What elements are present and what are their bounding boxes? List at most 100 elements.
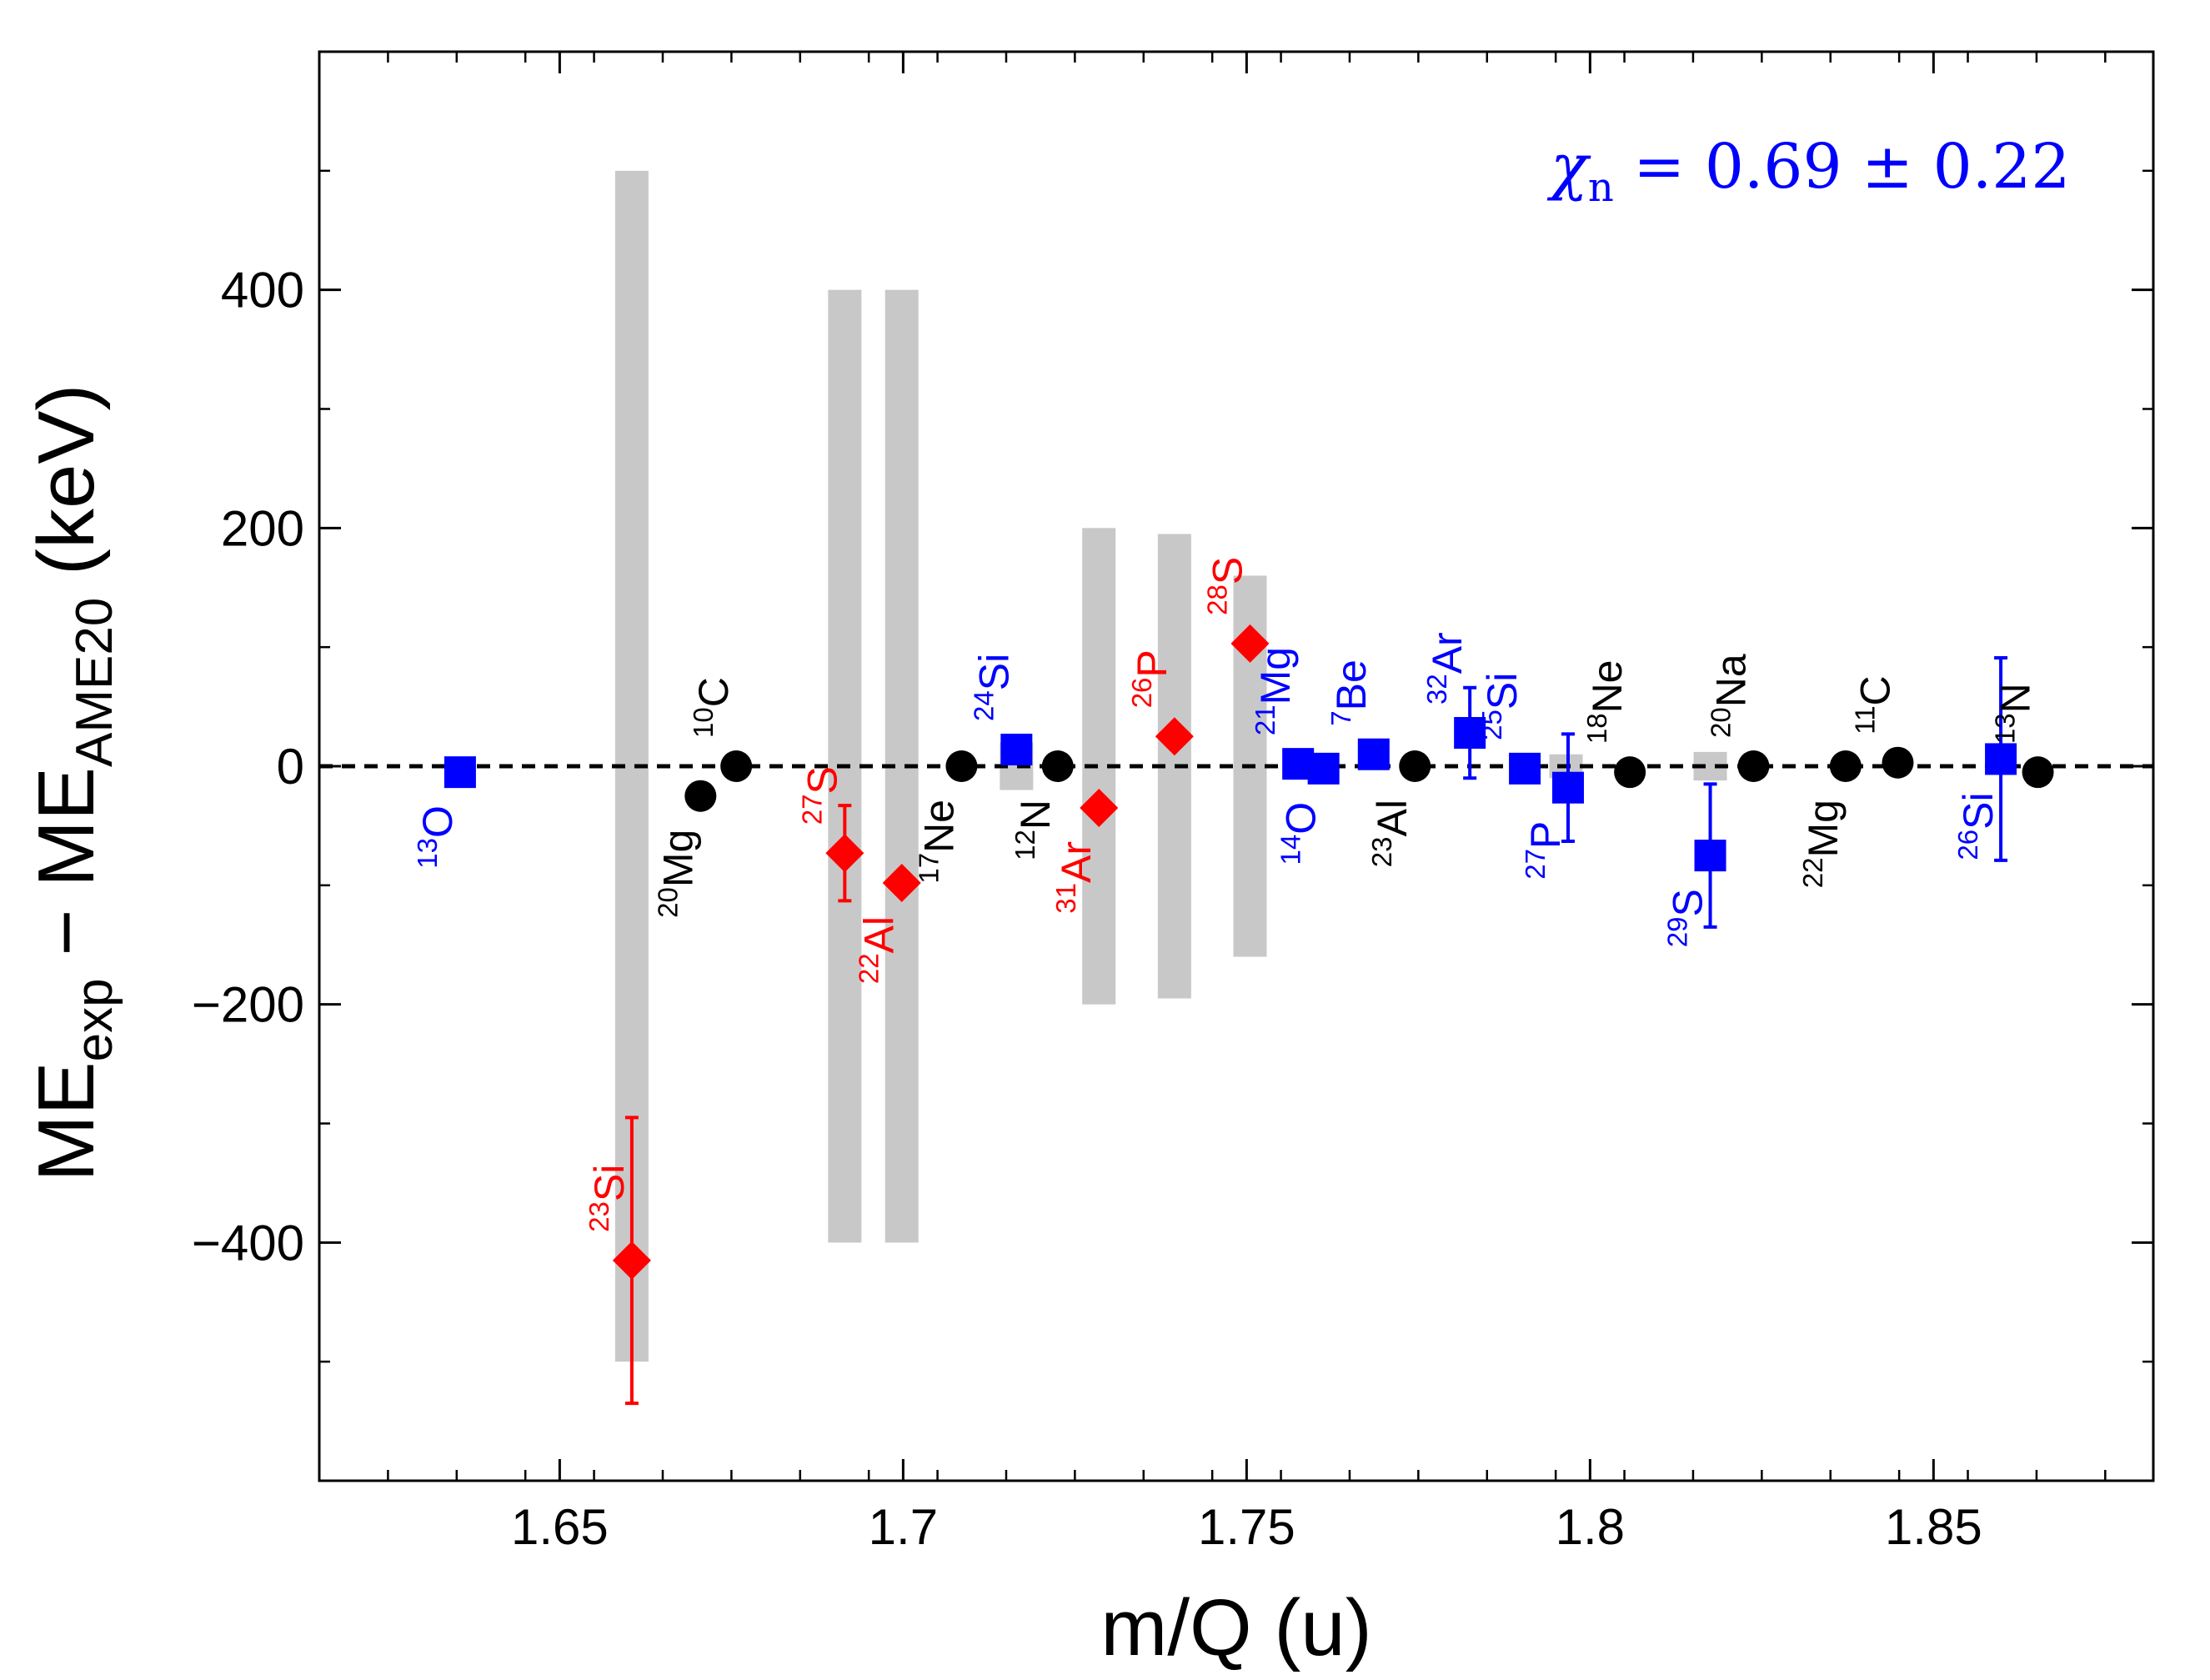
point-blue-26Si [1985,743,2017,775]
y-axis-label: MEexp − MEAME20 (keV) [22,384,123,1182]
nuclide-label-black-10C: 10C [688,677,737,738]
nuclide-label-blue-24Si: 24Si [968,654,1017,721]
y-tick-label-2: 0 [277,739,304,795]
chi-symbol: χ [1546,131,1591,203]
mass-number-blue-29S: 29 [1662,916,1693,947]
element-symbol-red-23Si: Si [586,1165,633,1201]
mass-number-black-20Mg: 20 [652,887,683,918]
mass-number-blue-24Si: 24 [968,690,999,721]
axis-text: 1.65 1.7 1.75 1.8 1.85 −400 −200 0 200 400 m/Q (u)… [22,131,2070,1672]
y-label-me-1: ME [22,1061,111,1181]
mass-number-red-23Si: 23 [584,1201,614,1232]
element-symbol-black-12N: N [1012,800,1059,830]
element-symbol-red-31Ar: Ar [1053,841,1100,883]
point-red-27S [825,834,864,873]
element-symbol-black-10C: C [690,677,737,707]
mass-number-blue-27P: 27 [1520,849,1551,880]
nuclide-label-black-11C: 11C [1849,675,1898,734]
point-black-20Mg [684,780,717,812]
point-black-10C [720,750,753,782]
nuclide-label-blue-7Be: 7Be [1325,659,1375,726]
nuclide-label-black-18Ne: 18Ne [1581,660,1631,745]
nuclide-label-black-12N: 12N [1010,800,1059,860]
nuclide-label-blue-21Mg: 21Mg [1250,647,1299,735]
y-label-sub-exp: exp [66,978,123,1061]
element-symbol-red-28S: S [1204,557,1250,584]
chi-annotation: χn = 0.69 ± 0.22 [1546,131,2070,211]
nuclide-label-blue-14O: 14O [1275,802,1325,865]
mass-number-red-28S: 28 [1201,584,1232,615]
y-label-sub-ame: AME20 [66,598,123,767]
nuclide-label-blue-29S: 29S [1662,889,1711,947]
x-tick-label-0: 1.65 [511,1499,609,1555]
point-blue-32Ar [1454,717,1486,750]
element-symbol-black-23Al: Al [1369,800,1416,836]
point-black-17Ne [945,750,978,782]
mass-number-black-18Ne: 18 [1581,713,1612,744]
point-red-31Ar [1080,788,1119,827]
mass-number-blue-14O: 14 [1275,835,1306,865]
point-blue-24Si [1000,734,1033,766]
point-blue-29S [1694,840,1726,872]
mass-number-blue-32Ar: 32 [1421,674,1452,705]
point-blue-13O [444,756,476,789]
point-black-12N [1041,750,1074,782]
point-black-22Mg [1829,750,1862,782]
mass-number-red-31Ar: 31 [1050,883,1081,914]
nuclide-label-red-27S: 27S [796,766,845,825]
element-symbol-red-22Al: Al [856,916,903,953]
mass-number-blue-7Be: 7 [1325,710,1356,725]
nuclide-label-blue-27P: 27P [1520,821,1569,880]
nuclide-label-red-22Al: 22Al [854,916,903,984]
element-symbol-blue-29S: S [1665,889,1711,916]
nuclide-label-blue-25Si: 25Si [1476,673,1526,740]
element-symbol-black-22Mg: Mg [1800,800,1847,857]
mass-number-black-17Ne: 17 [913,853,944,884]
mass-number-blue-25Si: 25 [1476,710,1507,740]
mass-number-blue-21Mg: 21 [1250,705,1280,735]
mass-number-black-12N: 12 [1010,830,1040,860]
chi-value: = 0.69 ± 0.22 [1614,131,2071,203]
nuclide-label-blue-13O: 13O [412,805,461,869]
element-symbol-blue-25Si: Si [1479,673,1526,710]
nuclide-label-red-26P: 26P [1126,649,1175,708]
y-label-unit: (keV) [22,384,111,598]
nuclide-label-black-13N: 13N [1990,683,2039,744]
mass-number-red-22Al: 22 [854,953,885,984]
point-blue-25Si [1509,752,1541,785]
element-symbol-blue-13O: O [414,805,461,838]
element-symbol-blue-14O: O [1278,802,1325,835]
mass-number-red-27S: 27 [796,795,827,825]
point-blue-14O [1307,752,1340,785]
mass-number-red-26P: 26 [1126,678,1157,709]
point-red-23Si [612,1241,651,1280]
nuclide-label-red-31Ar: 31Ar [1050,841,1100,914]
point-red-28S [1230,624,1270,663]
x-tick-label-2: 1.75 [1198,1499,1295,1555]
mass-number-blue-26Si: 26 [1952,830,1983,860]
point-black-11C [1882,746,1914,779]
element-symbol-blue-24Si: Si [970,654,1017,690]
element-symbol-blue-27P: P [1522,821,1569,849]
nuclide-label-red-23Si: 23Si [584,1165,633,1232]
element-symbol-blue-32Ar: Ar [1424,632,1471,674]
element-symbol-black-20Na: Na [1707,654,1754,707]
x-tick-label-1: 1.7 [869,1499,938,1555]
nuclide-label-black-20Mg: 20Mg [652,830,701,918]
element-symbol-black-20Mg: Mg [654,830,701,887]
mass-number-black-11C: 11 [1849,705,1880,734]
y-label-minus-me: − ME [22,767,111,978]
nuclide-label-black-23Al: 23Al [1366,800,1416,867]
mass-number-blue-13O: 13 [412,838,443,869]
mass-number-black-10C: 10 [688,707,719,738]
nuclide-label-black-20Na: 20Na [1705,654,1754,738]
nuclide-label-black-17Ne: 17Ne [913,800,962,884]
point-black-18Ne [1614,756,1646,789]
element-symbol-blue-26Si: Si [1955,792,2002,829]
point-blue-7Be [1357,738,1390,770]
x-tick-label-3: 1.8 [1556,1499,1625,1555]
nuclide-label-black-22Mg: 22Mg [1797,800,1847,888]
chi-subscript: n [1588,164,1614,211]
